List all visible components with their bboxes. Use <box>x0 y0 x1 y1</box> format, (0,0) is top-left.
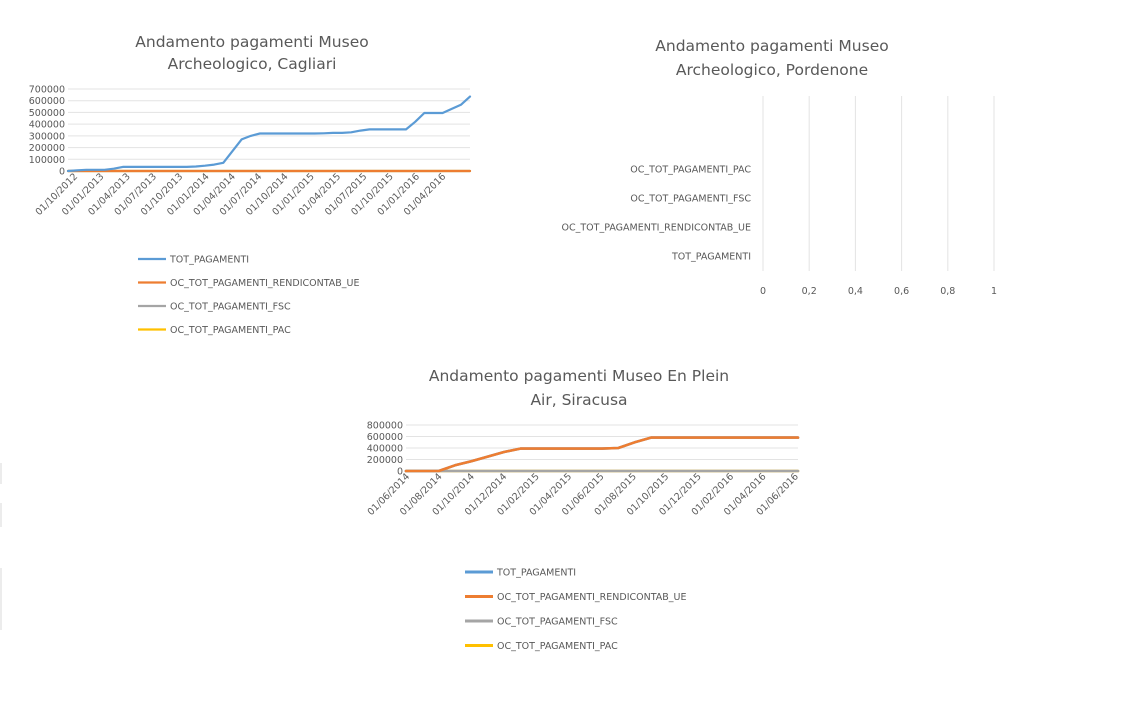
x-axis-ticks: 01/10/201201/01/201301/04/201301/07/2013… <box>34 171 449 218</box>
legend-label: OC_TOT_PAGAMENTI_FSC <box>497 617 618 628</box>
y-tick-label: 100000 <box>29 155 65 166</box>
x-axis-ticks: 01/06/201401/08/201401/10/201401/12/2014… <box>366 471 801 518</box>
y-tick-label: 500000 <box>29 108 65 119</box>
category-labels: OC_TOT_PAGAMENTI_PAC OC_TOT_PAGAMENTI_FSC… <box>562 165 752 263</box>
gridlines <box>762 96 995 271</box>
legend-label: OC_TOT_PAGAMENTI_RENDICONTAB_UE <box>170 278 360 289</box>
x-axis-ticks: 0 0,2 0,4 0,6 0,8 1 <box>760 286 997 297</box>
y-tick-label: 600000 <box>29 96 65 107</box>
y-tick-label: 700000 <box>29 85 65 96</box>
chart-siracusa: Andamento pagamenti Museo En Plein Air, … <box>366 367 801 652</box>
x-tick-label: 0,4 <box>848 286 863 297</box>
category-label: TOT_PAGAMENTI <box>671 252 751 263</box>
legend-label: TOT_PAGAMENTI <box>169 255 249 266</box>
category-label: OC_TOT_PAGAMENTI_FSC <box>630 194 751 205</box>
series-lines <box>66 95 472 173</box>
y-tick-label: 800000 <box>367 421 403 432</box>
y-axis-ticks: 0100000200000300000400000500000600000700… <box>29 85 65 178</box>
legend-label: OC_TOT_PAGAMENTI_PAC <box>170 325 291 336</box>
chart-title-line-1: Andamento pagamenti Museo En Plein <box>429 367 729 385</box>
chart-title-line-2: Archeologico, Pordenone <box>676 61 868 79</box>
series-line-tot-pagamenti <box>66 95 472 173</box>
legend-label: OC_TOT_PAGAMENTI_RENDICONTAB_UE <box>497 592 687 603</box>
category-label: OC_TOT_PAGAMENTI_PAC <box>630 165 751 176</box>
y-tick-label: 400000 <box>29 120 65 131</box>
chart-title-line-1: Andamento pagamenti Museo <box>655 37 888 55</box>
chart-title-line-2: Air, Siracusa <box>530 391 627 409</box>
category-label: OC_TOT_PAGAMENTI_RENDICONTAB_UE <box>562 223 752 234</box>
legend-label: OC_TOT_PAGAMENTI_PAC <box>497 641 618 652</box>
x-tick-label: 0,8 <box>940 286 955 297</box>
legend: TOT_PAGAMENTI OC_TOT_PAGAMENTI_RENDICONTA… <box>465 568 687 652</box>
y-tick-label: 200000 <box>29 143 65 154</box>
legend-label: TOT_PAGAMENTI <box>496 568 576 579</box>
y-tick-label: 0 <box>59 167 65 178</box>
legend: TOT_PAGAMENTI OC_TOT_PAGAMENTI_RENDICONTA… <box>138 255 360 336</box>
x-tick-label: 1 <box>991 286 997 297</box>
series-lines <box>404 436 800 473</box>
y-tick-label: 0 <box>397 467 403 478</box>
x-tick-label: 0 <box>760 286 766 297</box>
series-line-oc-tot-pagamenti-rendicontab-ue <box>404 436 800 473</box>
series-line-tot-pagamenti <box>404 436 800 473</box>
y-tick-label: 600000 <box>367 432 403 443</box>
x-tick-label: 0,2 <box>802 286 817 297</box>
y-tick-label: 300000 <box>29 131 65 142</box>
chart-cagliari: Andamento pagamenti Museo Archeologico, … <box>29 33 472 336</box>
y-tick-label: 200000 <box>367 455 403 466</box>
chart-title-line-1: Andamento pagamenti Museo <box>135 33 368 51</box>
gridlines <box>68 88 470 172</box>
legend-label: OC_TOT_PAGAMENTI_FSC <box>170 302 291 313</box>
y-tick-label: 400000 <box>367 444 403 455</box>
chart-pordenone: Andamento pagamenti Museo Archeologico, … <box>562 37 998 297</box>
x-tick-label: 0,6 <box>894 286 909 297</box>
chart-title-line-2: Archeologico, Cagliari <box>168 55 337 73</box>
